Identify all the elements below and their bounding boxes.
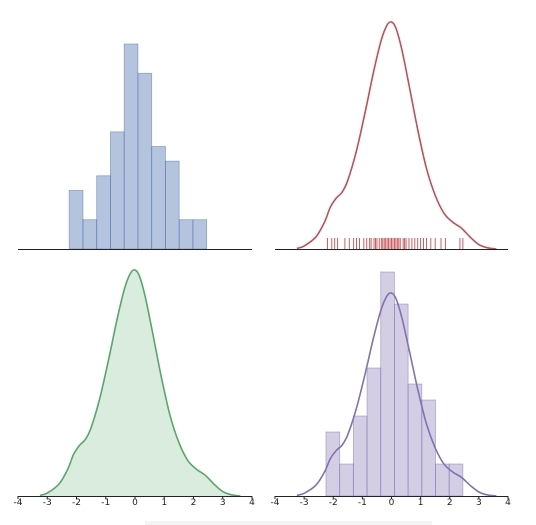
panel-kde-filled-green: -4 -3 -2 -1 0 1 2 3 4	[14, 269, 255, 508]
x-tick-label: 3	[220, 498, 226, 508]
x-tick-label: -1	[101, 498, 110, 508]
panel-histogram-blue	[18, 43, 252, 250]
x-tick-label: 2	[191, 498, 197, 508]
histogram-bar	[435, 463, 450, 497]
x-tick-label: 0	[132, 498, 138, 508]
kde-line	[39, 269, 241, 497]
histogram-bar	[352, 415, 368, 497]
histogram-bar	[137, 72, 153, 250]
histogram-bar	[192, 219, 208, 250]
kde-line	[296, 21, 497, 250]
histogram-bar	[339, 463, 354, 497]
x-tick-label: -4	[271, 498, 280, 508]
x-tick-label: 1	[161, 498, 167, 508]
x-tick-label: -3	[300, 498, 309, 508]
x-tick-label: 0	[389, 498, 395, 508]
x-tick-label: 4	[505, 498, 511, 508]
x-tick-label: -3	[43, 498, 52, 508]
horizontal-scrollbar[interactable]	[145, 521, 432, 525]
panel-kde-rug-red	[275, 21, 508, 250]
x-tick-label: 1	[418, 498, 424, 508]
x-tick-label: 2	[447, 498, 453, 508]
histogram-bar	[366, 367, 382, 497]
x-tick-label: -2	[329, 498, 338, 508]
histogram-bar	[82, 219, 98, 250]
histogram-bar	[448, 463, 464, 497]
x-tick-label: -4	[14, 498, 23, 508]
histogram-bar	[68, 190, 84, 250]
x-tick-label: 4	[249, 498, 255, 508]
histogram-bar	[151, 146, 166, 250]
kde-fill	[39, 269, 241, 496]
x-tick-label: -2	[72, 498, 81, 508]
x-tick-label: 3	[476, 498, 482, 508]
histogram-bar	[123, 43, 139, 250]
panel-histogram-kde-purple: -4 -3 -2 -1 0 1 2 3 4	[271, 271, 511, 508]
histogram-bar	[110, 131, 125, 250]
histogram-bar	[165, 160, 180, 250]
x-tick-label: -1	[358, 498, 367, 508]
histogram-bar	[96, 175, 111, 250]
kde-line	[296, 292, 497, 497]
histogram-bar	[178, 219, 194, 250]
